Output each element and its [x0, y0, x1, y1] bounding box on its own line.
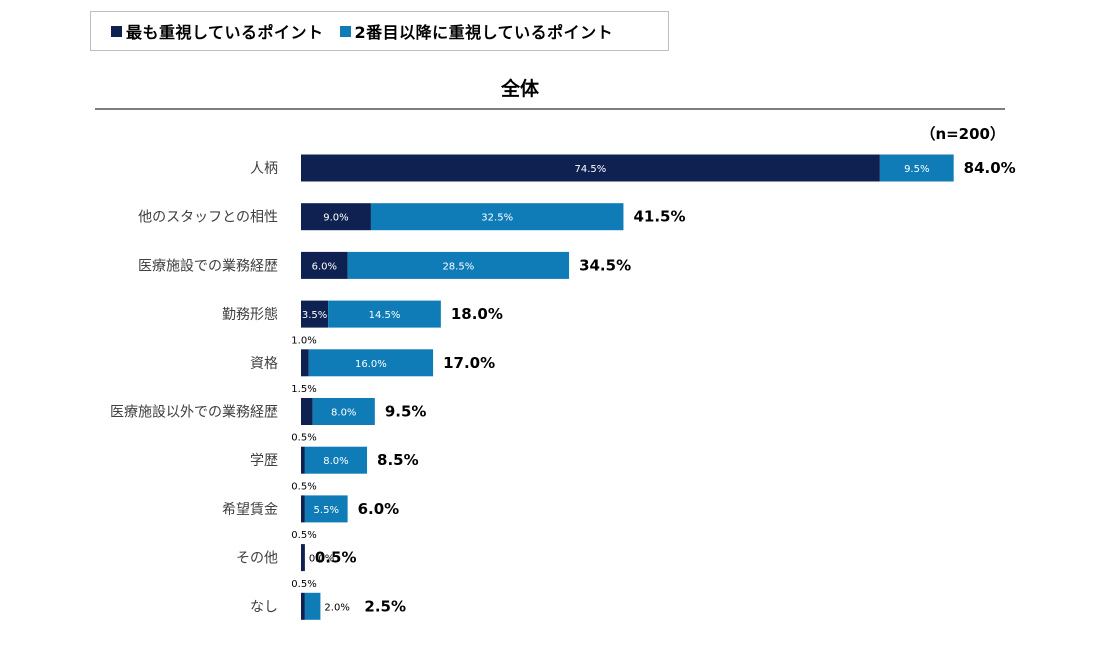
category-label: 医療施設での業務経歴	[138, 257, 278, 274]
category-label: なし	[250, 599, 278, 615]
category-label: 医療施設以外での業務経歴	[110, 404, 278, 421]
data-label-primary: 9.0%	[323, 213, 348, 224]
data-label-secondary: 0.0%	[309, 554, 334, 565]
bar-segment-secondary	[370, 203, 624, 231]
total-label: 9.5%	[385, 403, 427, 421]
total-label: 6.0%	[358, 500, 400, 518]
bar-segment-primary	[301, 251, 348, 279]
data-label-primary: 1.5%	[291, 384, 316, 395]
total-label: 17.0%	[443, 354, 495, 372]
total-label: 84.0%	[964, 159, 1016, 177]
data-label-primary: 74.5%	[575, 164, 607, 175]
bar-segment-primary	[301, 300, 329, 328]
data-label-secondary: 32.5%	[481, 213, 513, 224]
chart-title: 全体	[500, 78, 539, 100]
total-label: 0.5%	[315, 549, 357, 567]
category-label: 学歴	[250, 453, 278, 469]
bar-segment-primary	[301, 495, 305, 523]
category-label: その他	[236, 551, 278, 567]
bar-segment-secondary	[312, 398, 375, 425]
total-label: 34.5%	[579, 256, 631, 274]
data-label-primary: 0.5%	[291, 433, 316, 444]
data-label-secondary: 14.5%	[369, 310, 401, 321]
data-label-secondary: 5.5%	[314, 505, 339, 516]
bar-segment-secondary	[304, 495, 348, 523]
bar-segment-primary	[301, 446, 305, 474]
bar-segment-primary	[301, 349, 309, 377]
total-label: 2.5%	[364, 597, 406, 615]
legend-item-secondary: 2番目以降に重視しているポイント	[339, 19, 614, 43]
legend-label-secondary: 2番目以降に重視しているポイント	[354, 23, 614, 42]
total-label: 8.5%	[377, 451, 419, 469]
total-label: 18.0%	[451, 305, 503, 323]
total-label: 41.5%	[633, 208, 685, 226]
bar-segment-primary	[301, 154, 880, 182]
bar-segment-secondary	[879, 154, 954, 182]
bar-segment-primary	[301, 592, 305, 620]
bar-segment-primary	[301, 203, 371, 231]
title-divider	[95, 108, 1005, 110]
data-label-primary: 0.5%	[291, 579, 316, 590]
category-label: 希望賃金	[222, 502, 278, 518]
data-label-secondary: 8.0%	[323, 456, 348, 467]
bar-segment-secondary	[304, 592, 321, 620]
bar-segment-secondary	[347, 251, 570, 279]
legend-label-primary: 最も重視しているポイント	[126, 23, 324, 42]
legend-swatch-secondary	[339, 25, 351, 37]
data-label-primary: 0.5%	[291, 530, 316, 541]
bar-segment-secondary	[308, 349, 434, 377]
legend-swatch-primary	[111, 25, 122, 37]
bar-segment-primary	[301, 398, 313, 425]
data-label-primary: 6.0%	[312, 261, 337, 272]
data-label-primary: 3.5%	[302, 310, 327, 321]
data-label-secondary: 28.5%	[442, 261, 474, 272]
data-label-primary: 0.5%	[291, 481, 316, 492]
data-label-primary: 1.0%	[291, 335, 316, 346]
data-label-secondary: 16.0%	[355, 359, 387, 370]
data-label-secondary: 9.5%	[904, 164, 929, 175]
category-label: 人柄	[250, 161, 278, 177]
category-label: 勤務形態	[222, 307, 278, 323]
sample-size-note: （n=200）	[920, 125, 1005, 143]
legend-item-primary: 最も重視しているポイント	[111, 19, 324, 43]
data-label-secondary: 2.0%	[324, 602, 349, 613]
category-label: 資格	[250, 356, 278, 372]
data-label-secondary: 8.0%	[331, 408, 356, 419]
bar-segment-primary	[301, 544, 305, 572]
legend: 最も重視しているポイント 2番目以降に重視しているポイント	[90, 11, 669, 51]
category-label: 他のスタッフとの相性	[138, 210, 278, 226]
bar-segment-secondary	[328, 300, 441, 328]
bar-segment-secondary	[304, 446, 368, 474]
